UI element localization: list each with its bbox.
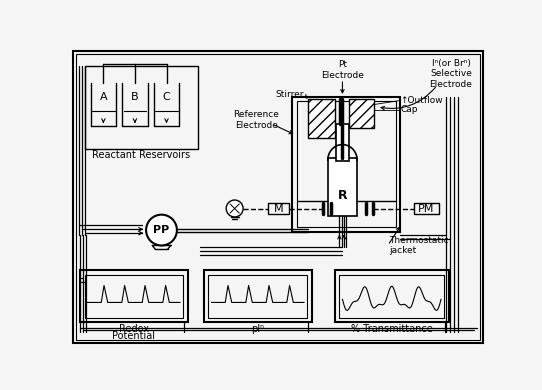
Bar: [414, 203, 438, 214]
Bar: [308, 99, 335, 138]
Circle shape: [146, 215, 177, 245]
Text: Pt
Electrode: Pt Electrode: [321, 60, 364, 80]
Text: Cap: Cap: [400, 105, 418, 114]
Text: Iⁿ(or Brⁿ)
Selective
Electrode: Iⁿ(or Brⁿ) Selective Electrode: [430, 59, 473, 89]
Bar: [204, 270, 312, 323]
Text: A: A: [100, 92, 107, 102]
Text: R: R: [338, 188, 347, 202]
Bar: [85, 66, 198, 149]
Text: pIⁿ: pIⁿ: [251, 324, 264, 333]
Bar: [85, 275, 183, 318]
Text: PM: PM: [418, 204, 435, 213]
Bar: [339, 275, 444, 318]
Text: C: C: [163, 92, 170, 102]
Bar: [335, 270, 449, 323]
Bar: [80, 270, 188, 323]
Text: Thermostatic
jacket: Thermostatic jacket: [389, 236, 448, 255]
Bar: [350, 99, 374, 128]
Bar: [297, 101, 396, 227]
Text: PP: PP: [153, 225, 170, 235]
Text: % Transmittance: % Transmittance: [351, 324, 433, 333]
Text: ↑Outflow: ↑Outflow: [400, 96, 443, 105]
Text: Redox: Redox: [119, 324, 149, 333]
Bar: [268, 203, 289, 214]
Circle shape: [226, 200, 243, 217]
Bar: [209, 275, 307, 318]
Text: B: B: [131, 92, 139, 102]
Text: Potential: Potential: [112, 332, 156, 341]
Text: Stirrer: Stirrer: [275, 90, 304, 99]
Bar: [335, 124, 350, 161]
Text: M: M: [274, 204, 283, 213]
Text: Reactant Reservoirs: Reactant Reservoirs: [93, 151, 191, 160]
Bar: [292, 97, 400, 232]
Bar: [328, 158, 357, 216]
Text: Reference
Electrode: Reference Electrode: [233, 110, 279, 129]
